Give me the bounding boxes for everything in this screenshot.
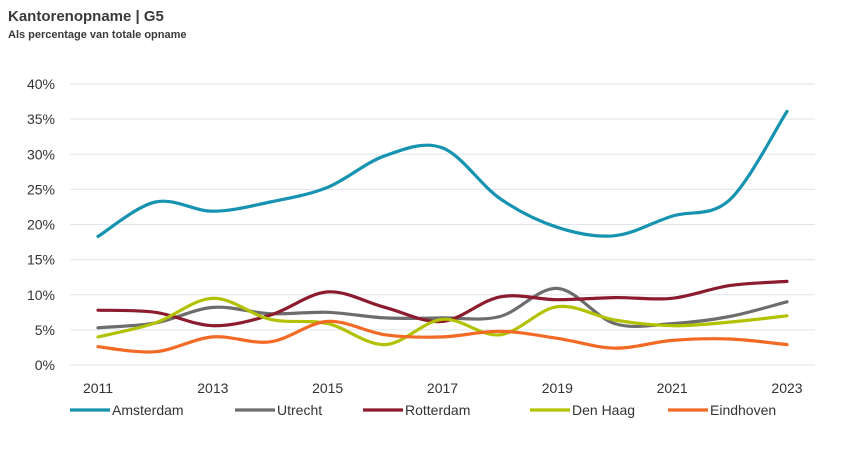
x-tick-label: 2019 — [542, 380, 573, 396]
series-line-eindhoven — [96, 319, 789, 354]
series-lines — [96, 109, 789, 354]
x-axis: 2011 2013 2015 2017 2019 2021 2023 — [83, 380, 803, 396]
legend-label-den-haag: Den Haag — [572, 402, 635, 418]
y-tick-label: 20% — [27, 217, 55, 233]
series-line-den-haag — [96, 296, 789, 347]
y-tick-label: 10% — [27, 287, 55, 303]
x-tick-label: 2017 — [427, 380, 458, 396]
y-tick-label: 15% — [27, 252, 55, 268]
y-tick-label: 35% — [27, 111, 55, 127]
y-tick-label: 0% — [35, 357, 55, 373]
legend-label-rotterdam: Rotterdam — [405, 402, 470, 418]
series-line-rotterdam — [96, 279, 789, 328]
y-tick-label: 25% — [27, 181, 55, 197]
y-tick-label: 40% — [27, 76, 55, 92]
legend-label-eindhoven: Eindhoven — [710, 402, 776, 418]
chart-title: Kantorenopname | G5 — [8, 8, 164, 25]
legend-label-utrecht: Utrecht — [277, 402, 322, 418]
chart-subtitle: Als percentage van totale opname — [8, 29, 187, 41]
x-tick-label: 2015 — [312, 380, 343, 396]
x-tick-label: 2011 — [83, 380, 113, 396]
y-tick-label: 30% — [27, 146, 55, 162]
x-tick-label: 2021 — [657, 380, 688, 396]
legend-label-amsterdam: Amsterdam — [112, 402, 184, 418]
x-tick-label: 2023 — [771, 380, 802, 396]
y-tick-label: 5% — [35, 322, 55, 338]
x-tick-label: 2013 — [197, 380, 228, 396]
series-line-amsterdam — [96, 109, 789, 238]
legend: Amsterdam Utrecht Rotterdam Den Haag Eindhov… — [70, 402, 776, 418]
y-axis: 0% 5% 10% 15% 20% 25% 30% 35% 40% — [27, 76, 55, 373]
